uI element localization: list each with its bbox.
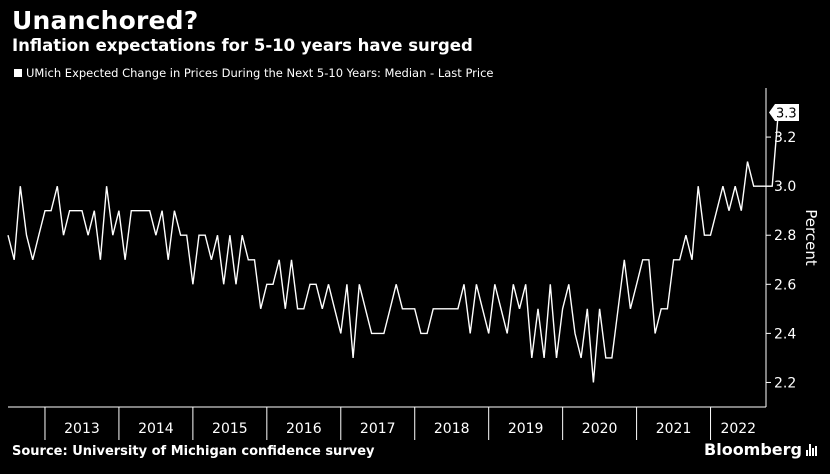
y-tick-label: 2.4 bbox=[774, 326, 796, 342]
y-tick-label: 2.6 bbox=[774, 277, 796, 293]
series-group bbox=[7, 112, 779, 383]
bloomberg-bars-icon bbox=[806, 443, 818, 456]
y-tick-label: 2.2 bbox=[774, 375, 796, 391]
x-tick-label: 2018 bbox=[434, 421, 470, 437]
source-note: Source: University of Michigan confidenc… bbox=[12, 444, 375, 459]
brand-name: Bloomberg bbox=[704, 440, 802, 459]
y-axis: 2.2 2.4 2.6 2.8 3.0 3.2 bbox=[766, 130, 796, 391]
x-tick-label: 2015 bbox=[212, 421, 248, 437]
x-tick-label: 2017 bbox=[360, 421, 396, 437]
callout-box bbox=[769, 104, 799, 122]
x-tick-label: 2014 bbox=[138, 421, 174, 437]
brand-logo: Bloomberg bbox=[704, 440, 818, 459]
x-tick-label: 2020 bbox=[582, 421, 618, 437]
x-tick-label: 2022 bbox=[720, 421, 756, 437]
y-tick-label: 3.2 bbox=[774, 130, 796, 146]
x-axis: 2013 2014 2015 2016 2017 2018 2019 2020 2021 2022 bbox=[44, 407, 756, 440]
legend-swatch bbox=[14, 69, 22, 77]
y-tick-label: 3.0 bbox=[774, 179, 796, 195]
callout-value: 3.3 bbox=[776, 107, 797, 122]
x-tick-label: 2016 bbox=[286, 421, 322, 437]
chart-subtitle: Inflation expectations for 5-10 years ha… bbox=[12, 36, 473, 55]
last-value-callout: 3.3 bbox=[769, 104, 799, 122]
chart-legend: UMich Expected Change in Prices During t… bbox=[14, 66, 494, 80]
y-axis-label: Percent bbox=[802, 209, 820, 266]
series-line bbox=[7, 112, 779, 383]
legend-label: UMich Expected Change in Prices During t… bbox=[26, 66, 494, 80]
x-tick-label: 2013 bbox=[64, 421, 100, 437]
y-tick-label: 2.8 bbox=[774, 228, 796, 244]
plot-frame bbox=[8, 88, 767, 408]
chart-title: Unanchored? bbox=[12, 6, 199, 35]
x-tick-label: 2019 bbox=[508, 421, 544, 437]
x-tick-label: 2021 bbox=[656, 421, 692, 437]
